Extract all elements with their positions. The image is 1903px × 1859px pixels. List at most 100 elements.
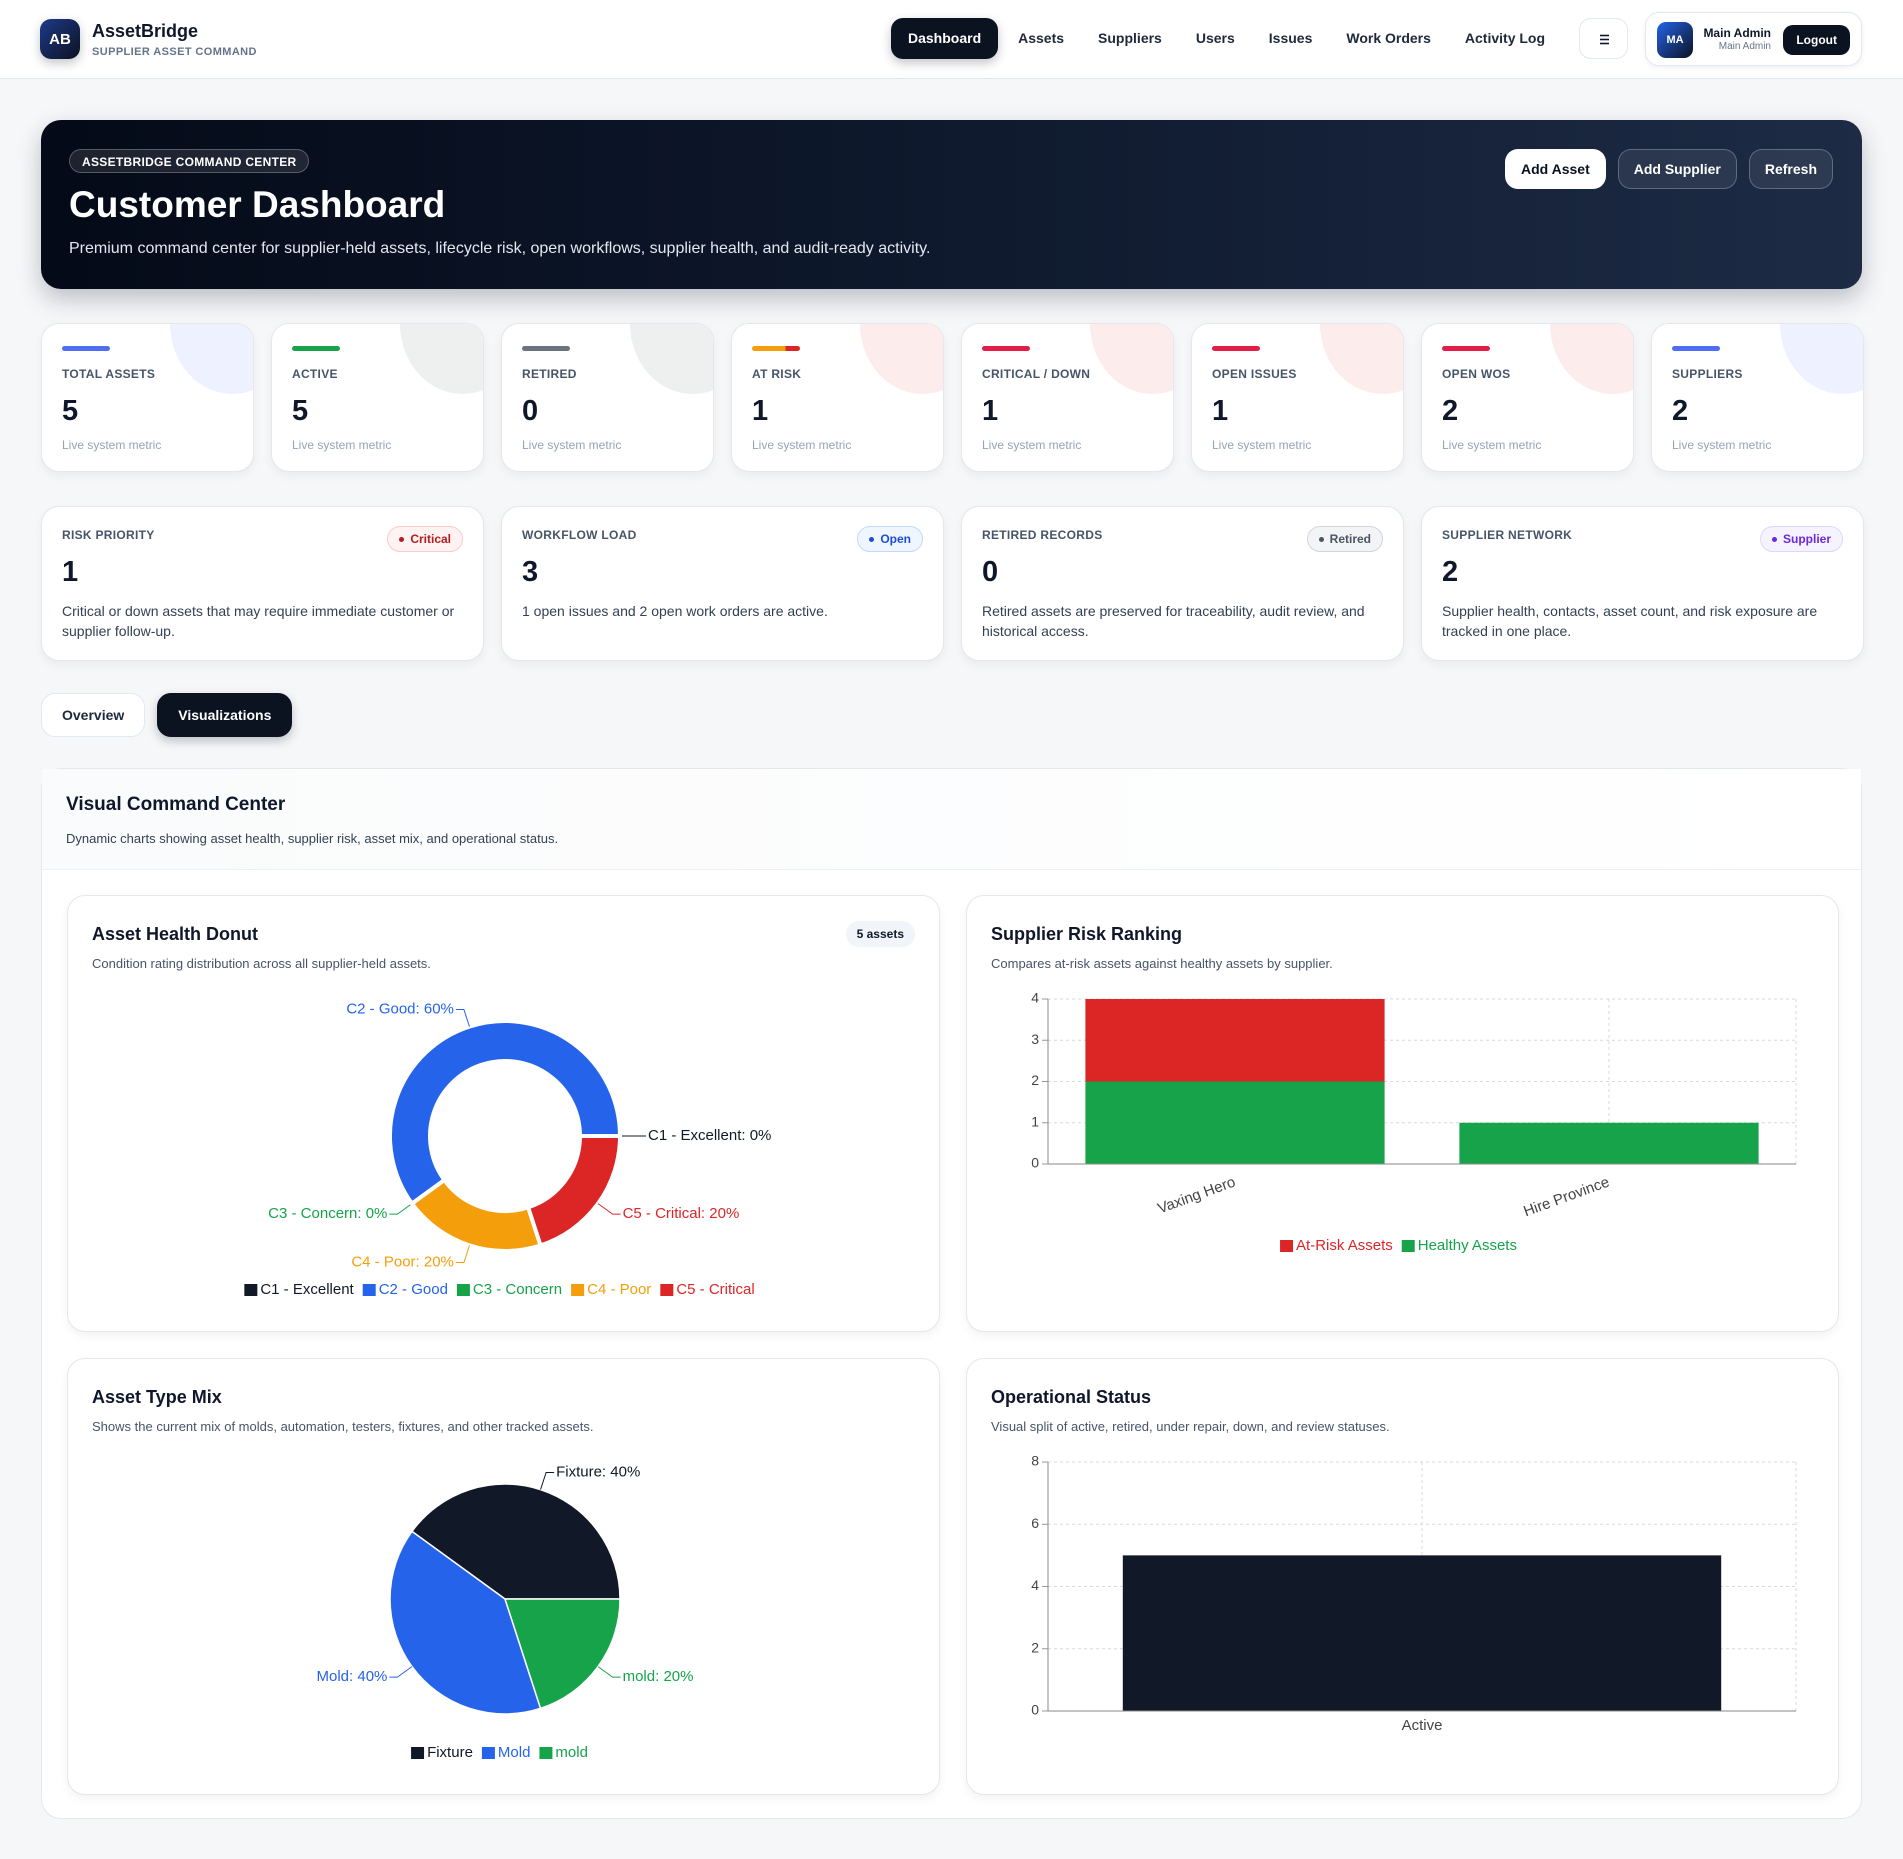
metric: CRITICAL / DOWN 1 Live system metric (961, 323, 1174, 472)
leader-line (455, 1009, 470, 1027)
navitem[interactable]: Assets (1018, 30, 1065, 46)
chart-card: 0 2 4 6 8 Active Operational Status Visual sp… (966, 1358, 1839, 1795)
leader-line (597, 1666, 621, 1678)
navitem[interactable]: Activity Log (1464, 30, 1546, 46)
chart-title: Operational Status (991, 1387, 1152, 1407)
hbtn[interactable]: Refresh (1748, 149, 1833, 189)
sbadge: Retired (1306, 526, 1383, 552)
chart-title: Supplier Risk Ranking (991, 924, 1183, 944)
chart-title: Asset Type Mix (92, 1387, 222, 1407)
tab[interactable]: Overview (41, 693, 146, 737)
data-label: C5 - Critical: 20% (623, 1205, 740, 1222)
accent (62, 346, 110, 351)
navitem[interactable]: Work Orders (1346, 30, 1431, 46)
chart-card: Fixture: 40% Mold: 40% mold: 20% Fixture Mol… (67, 1358, 940, 1795)
mlabel: RETIRED (522, 367, 577, 381)
chart: 0 2 4 6 8 Active (1031, 1453, 1797, 1734)
metric: TOTAL ASSETS 5 Live system metric (41, 323, 254, 472)
bar (1122, 1555, 1722, 1711)
y-tick-label: 8 (1031, 1453, 1039, 1469)
chart-card: 0 1 2 3 4 Vaxing Hero Hire Province At-Risk Ass… (966, 895, 1839, 1332)
data-label: Fixture: 40% (556, 1463, 640, 1480)
data-label: C3 - Concern: 0% (268, 1205, 387, 1222)
metric: ACTIVE 5 Live system metric (271, 323, 484, 472)
navitem[interactable]: Dashboard (891, 18, 999, 59)
mvalue: 2 (1442, 395, 1459, 427)
tabs: Overview Visualizations (41, 693, 293, 737)
leader-line (389, 1666, 413, 1678)
nav: Dashboard Assets Suppliers Users Issues Work … (891, 18, 1562, 59)
mlabel: ACTIVE (292, 367, 338, 381)
mlabel: AT RISK (752, 367, 802, 381)
legend-label[interactable]: mold (555, 1744, 588, 1761)
y-tick-label: 1 (1031, 1113, 1039, 1129)
mnote: Live system metric (292, 438, 392, 452)
leader-line (597, 1203, 621, 1215)
tab[interactable]: Visualizations (157, 693, 293, 737)
avatar: MA (1657, 22, 1693, 58)
legend-label[interactable]: At-Risk Assets (1296, 1237, 1393, 1254)
accent (1442, 346, 1490, 351)
chart-subtitle: Condition rating distribution across all… (92, 956, 431, 971)
sbadge: Critical (387, 526, 463, 552)
y-tick-label: 4 (1031, 990, 1039, 1006)
x-tick-label: Vaxing Hero (1155, 1174, 1237, 1218)
hbtn[interactable]: Add Supplier (1617, 149, 1737, 189)
svalue: 3 (522, 556, 539, 588)
user-name: Main Admin (1703, 26, 1771, 40)
mvalue: 5 (62, 395, 79, 427)
accent (522, 346, 570, 351)
legend-label[interactable]: C5 - Critical (676, 1281, 754, 1298)
pie-slice (503, 1598, 621, 1710)
legend-label[interactable]: C1 - Excellent (260, 1281, 354, 1298)
mnote: Live system metric (522, 438, 622, 452)
sum: WORKFLOW LOAD Open 3 1 open issues and 2 op… (501, 506, 944, 661)
brand: AssetBridge (92, 21, 199, 41)
metrics: TOTAL ASSETS 5 Live system metric ACTIVE 5 Li… (41, 323, 1864, 472)
legend-label[interactable]: Healthy Assets (1418, 1237, 1517, 1254)
logo[interactable]: AB (40, 19, 80, 59)
navitem[interactable]: Issues (1268, 30, 1313, 46)
logout-button[interactable]: Logout (1783, 25, 1850, 55)
navitem[interactable]: Users (1195, 30, 1235, 46)
metric: AT RISK 1 Live system metric (731, 323, 944, 472)
legend-swatch (1401, 1240, 1415, 1252)
summaries: RISK PRIORITY Critical 1 Critical or down a… (41, 506, 1864, 661)
chart-subtitle: Shows the current mix of molds, automati… (92, 1419, 594, 1434)
mnote: Live system metric (1672, 438, 1772, 452)
legend-label[interactable]: C2 - Good (379, 1281, 448, 1298)
legend-label[interactable]: Fixture (427, 1744, 473, 1761)
hbtn[interactable]: Add Asset (1505, 149, 1606, 189)
legend-label[interactable]: Mold (498, 1744, 531, 1761)
chart-card: C1 - Excellent: 0% C2 - Good: 60% C3 - Con… (67, 895, 940, 1332)
hero-badge: ASSETBRIDGE COMMAND CENTER (69, 149, 310, 173)
navitem[interactable]: Suppliers (1098, 30, 1162, 46)
stext: Critical or down assets that may require… (62, 603, 455, 639)
top-bar: AB AssetBridge SUPPLIER ASSET COMMAND Da… (0, 0, 1903, 79)
accent (1672, 346, 1720, 351)
hero: ASSETBRIDGE COMMAND CENTER Customer Dash… (41, 120, 1862, 289)
legend-label[interactable]: C4 - Poor (587, 1281, 651, 1298)
legend: Fixture Mold mold (411, 1744, 588, 1761)
donut-segment (409, 1177, 544, 1253)
mlabel: OPEN ISSUES (1212, 367, 1297, 381)
mvalue: 1 (752, 395, 769, 427)
mlabel: SUPPLIERS (1672, 367, 1743, 381)
y-tick-label: 0 (1031, 1155, 1039, 1171)
menu-button[interactable] (1579, 18, 1628, 59)
legend-swatch (539, 1747, 553, 1759)
chart-subtitle: Compares at-risk assets against healthy … (991, 956, 1333, 971)
mnote: Live system metric (62, 438, 162, 452)
slabel: SUPPLIER NETWORK (1442, 528, 1573, 542)
legend-label[interactable]: C3 - Concern (473, 1281, 562, 1298)
mnote: Live system metric (752, 438, 852, 452)
data-label: Mold: 40% (317, 1668, 388, 1685)
y-tick-label: 4 (1031, 1577, 1039, 1593)
chart-badge: 5 assets (845, 921, 915, 947)
sum: RETIRED RECORDS Retired 0 Retired assets ar… (961, 506, 1404, 661)
mnote: Live system metric (1212, 438, 1312, 452)
sum: RISK PRIORITY Critical 1 Critical or down a… (41, 506, 484, 661)
y-tick-label: 6 (1031, 1515, 1039, 1531)
user-box: MA Main Admin Main Admin Logout (1645, 12, 1862, 66)
